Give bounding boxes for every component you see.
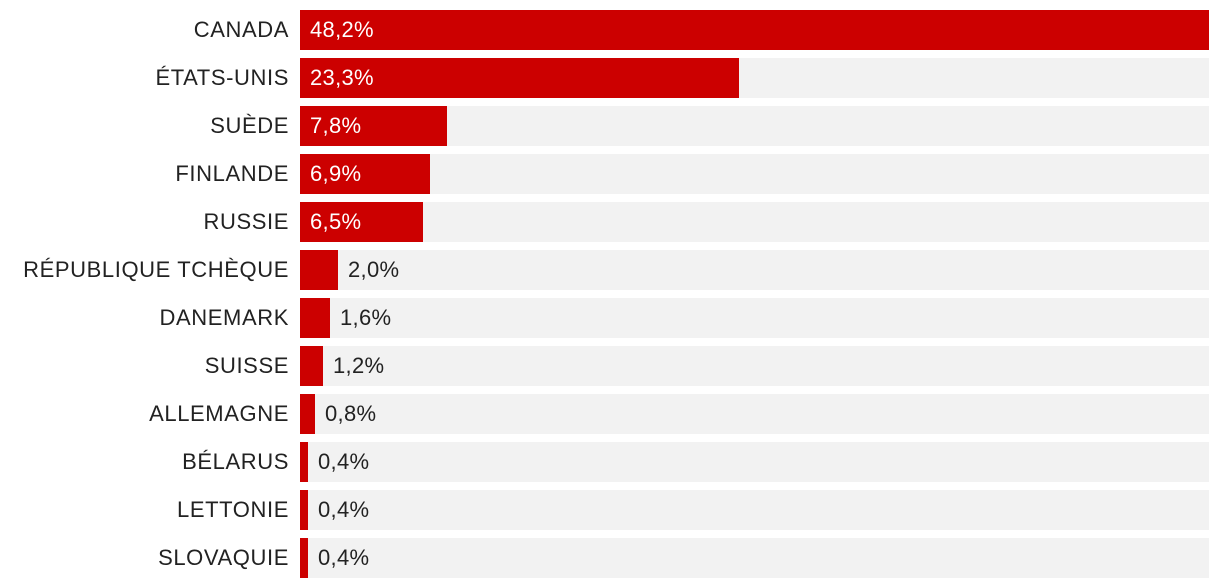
bar-row: ALLEMAGNE 0,8% <box>0 394 1220 434</box>
category-label: BÉLARUS <box>182 449 289 474</box>
bar-track <box>300 538 1209 578</box>
value-label: 2,0% <box>348 257 400 282</box>
bar-track <box>300 346 1209 386</box>
bar <box>300 394 315 434</box>
value-label: 7,8% <box>310 113 362 138</box>
bar-row: SUISSE 1,2% <box>0 346 1220 386</box>
bar <box>300 202 423 242</box>
bar <box>300 442 308 482</box>
bar-track <box>300 106 1209 146</box>
bar-row: CANADA 48,2% <box>0 10 1220 50</box>
bar-row: BÉLARUS 0,4% <box>0 442 1220 482</box>
category-label: SUÈDE <box>210 113 289 138</box>
bar <box>300 346 323 386</box>
category-label: DANEMARK <box>159 305 289 330</box>
category-label: SUISSE <box>204 353 289 378</box>
bar <box>300 154 430 194</box>
bar-track <box>300 490 1209 530</box>
value-label: 0,8% <box>325 401 377 426</box>
bar-track <box>300 250 1209 290</box>
category-label: FINLANDE <box>175 161 289 186</box>
bar-row: SUÈDE 7,8% <box>0 106 1220 146</box>
value-label: 0,4% <box>318 545 370 570</box>
value-label: 6,5% <box>310 209 362 234</box>
bar-row: FINLANDE 6,9% <box>0 154 1220 194</box>
category-label: CANADA <box>193 17 289 42</box>
bar-row: SLOVAQUIE 0,4% <box>0 538 1220 578</box>
value-label: 1,6% <box>340 305 392 330</box>
bar-track <box>300 394 1209 434</box>
bar <box>300 106 447 146</box>
bar <box>300 58 739 98</box>
bar-track <box>300 442 1209 482</box>
bar-row: RÉPUBLIQUE TCHÈQUE 2,0% <box>0 250 1220 290</box>
bar-track <box>300 154 1209 194</box>
bar-row: LETTONIE 0,4% <box>0 490 1220 530</box>
value-label: 6,9% <box>310 161 362 186</box>
value-label: 0,4% <box>318 449 370 474</box>
bar <box>300 538 308 578</box>
category-label: ÉTATS-UNIS <box>155 65 289 90</box>
bar <box>300 250 338 290</box>
value-label: 0,4% <box>318 497 370 522</box>
bar-track <box>300 298 1209 338</box>
bar-row: ÉTATS-UNIS 23,3% <box>0 58 1220 98</box>
category-label: LETTONIE <box>177 497 289 522</box>
value-label: 1,2% <box>333 353 385 378</box>
category-label: RÉPUBLIQUE TCHÈQUE <box>23 257 289 282</box>
bar-row: RUSSIE 6,5% <box>0 202 1220 242</box>
value-label: 48,2% <box>310 17 374 42</box>
bar <box>300 298 330 338</box>
category-label: ALLEMAGNE <box>149 401 289 426</box>
bar-track <box>300 202 1209 242</box>
value-label: 23,3% <box>310 65 374 90</box>
category-label: SLOVAQUIE <box>158 545 289 570</box>
bar-row: DANEMARK 1,6% <box>0 298 1220 338</box>
bar <box>300 490 308 530</box>
category-label: RUSSIE <box>203 209 289 234</box>
bar <box>300 10 1209 50</box>
